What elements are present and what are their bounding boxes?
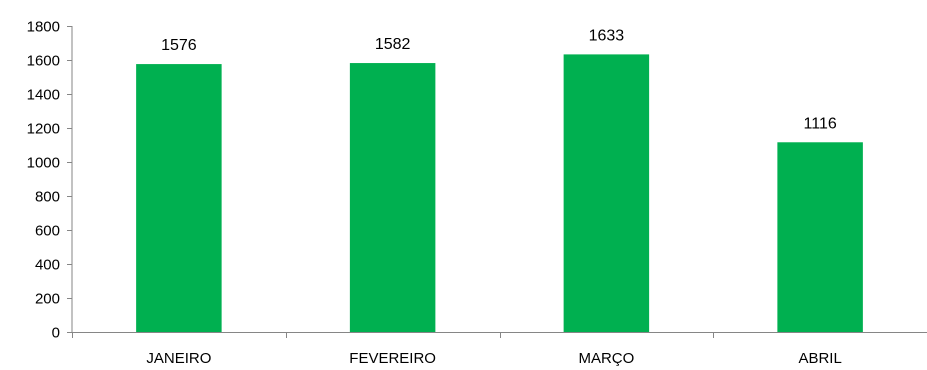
y-tick-label: 1600 — [27, 53, 60, 70]
data-label: 1116 — [804, 115, 837, 132]
x-category-label: ABRIL — [798, 350, 841, 367]
y-tick-label: 600 — [35, 223, 60, 240]
x-axis: JANEIRO FEVEREIRO MARÇO ABRIL — [72, 332, 927, 367]
data-label: 1582 — [375, 36, 411, 53]
data-label: 1633 — [589, 27, 625, 44]
bar-janeiro — [136, 64, 222, 332]
y-tick-label: 1000 — [27, 155, 60, 172]
y-tick-label: 0 — [52, 325, 60, 342]
x-category-label: MARÇO — [578, 350, 634, 367]
y-tick-label: 200 — [35, 291, 60, 308]
bar-abril — [777, 142, 863, 332]
y-tick-label: 400 — [35, 257, 60, 274]
y-axis: 0 200 400 600 800 1000 1200 1400 1600 1800 — [27, 19, 73, 342]
data-labels: 1576 1582 1633 1116 — [161, 27, 837, 132]
y-tick-label: 1800 — [27, 19, 60, 36]
y-tick-label: 1200 — [27, 121, 60, 138]
bar-fevereiro — [349, 63, 436, 333]
x-category-label: FEVEREIRO — [349, 350, 436, 367]
data-label: 1576 — [161, 37, 197, 54]
x-category-label: JANEIRO — [146, 350, 211, 367]
bars — [136, 54, 863, 333]
y-tick-label: 1400 — [27, 87, 60, 104]
bar-março — [563, 54, 650, 332]
y-tick-label: 800 — [35, 189, 60, 206]
